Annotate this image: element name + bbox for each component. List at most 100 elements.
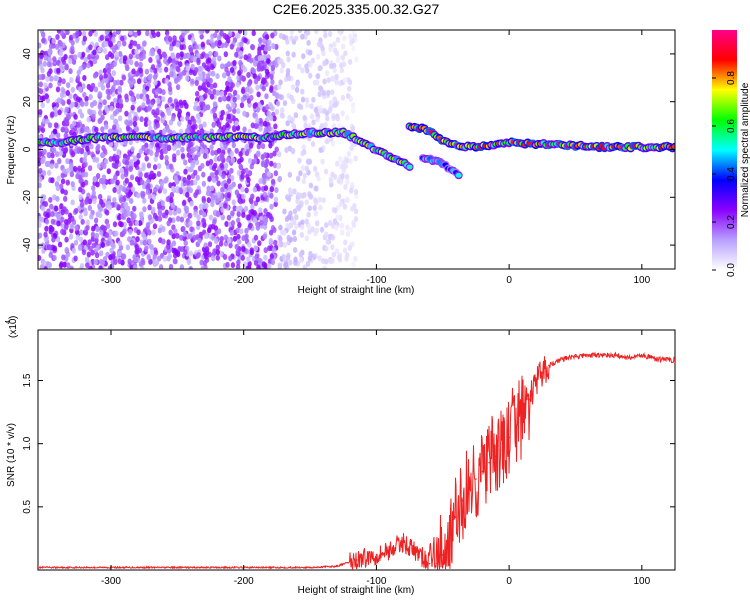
spectral-speck [128, 43, 133, 50]
spectral-speck [246, 81, 252, 88]
snr-y-tick-label: 0.5 [22, 499, 33, 513]
spectral-speck [171, 40, 177, 47]
spectral-speck [128, 220, 133, 227]
spectral-speck [46, 61, 52, 68]
spectral-speck [76, 69, 81, 76]
spectral-speck [147, 193, 153, 200]
spectral-speck [188, 220, 193, 227]
spectral-speck [38, 182, 42, 189]
snr-point [441, 554, 444, 556]
spectral-speck [149, 249, 155, 256]
spectral-speck [65, 179, 70, 186]
spectral-speck [270, 79, 275, 86]
spectral-speck [117, 41, 122, 48]
spectral-speck [135, 236, 140, 243]
spectral-speck [202, 105, 208, 112]
spectral-speck [141, 144, 146, 151]
spectral-speck [117, 214, 122, 221]
spectral-speck [293, 256, 298, 263]
spectral-speck [54, 43, 60, 50]
spectral-speck [200, 265, 206, 269]
spectral-speck [85, 219, 90, 226]
spectral-speck [250, 66, 255, 73]
spectral-speck [306, 211, 311, 218]
colorbar-tick-label: 0.2 [726, 215, 737, 229]
spectral-speck [238, 59, 243, 66]
spectral-speck [336, 254, 342, 261]
spectral-speck [43, 265, 48, 269]
spectral-speck [269, 192, 274, 199]
snr-point [627, 356, 630, 359]
spectral-speck [328, 99, 334, 106]
spectral-speck [287, 114, 292, 121]
spectral-speck [52, 254, 57, 261]
spectral-speck [92, 100, 98, 107]
spectral-speck [222, 254, 228, 261]
spectral-speck [211, 121, 216, 128]
spectral-speck [151, 206, 156, 213]
spectral-speck [138, 171, 143, 178]
spectral-speck [128, 120, 133, 127]
spectral-speck [300, 219, 305, 226]
spectral-speck [210, 255, 216, 262]
snr-point [375, 554, 378, 556]
spectral-speck [48, 196, 53, 203]
snr-point [654, 358, 656, 360]
spectral-speck [303, 33, 308, 40]
spectral-speck [43, 201, 49, 208]
spectral-speck [265, 57, 271, 64]
spectral-speck [77, 86, 83, 93]
spectral-speck [38, 254, 42, 261]
spectral-speck [268, 142, 273, 149]
spectral-speck [345, 197, 350, 204]
spectral-speck [127, 258, 132, 265]
spectral-speck [263, 208, 268, 215]
spectral-speck [57, 109, 62, 116]
spectral-speck [263, 247, 268, 254]
spectral-speck [49, 75, 54, 82]
spectral-speck [229, 150, 234, 157]
spectral-speck [309, 113, 315, 120]
spectral-speck [273, 123, 278, 130]
spectral-speck [341, 159, 346, 166]
spectral-speck [167, 57, 172, 64]
spectral-speck [349, 145, 354, 152]
spectral-speck [249, 249, 255, 256]
spectral-speck [307, 205, 312, 212]
spectral-speck [330, 75, 335, 82]
spectral-speck [340, 43, 346, 50]
spectral-speck [92, 58, 98, 65]
spectral-speck [325, 115, 330, 122]
spectral-speck [338, 200, 344, 207]
spectral-speck [78, 213, 83, 220]
spectral-speck [202, 121, 207, 128]
snr-point [614, 354, 617, 357]
spectral-speck [143, 116, 149, 123]
spectral-speck [118, 102, 124, 109]
spectral-speck [41, 37, 46, 44]
spectral-speck [69, 171, 75, 178]
spectral-speck [98, 212, 103, 219]
spectral-speck [92, 198, 97, 205]
spectral-speck [240, 186, 245, 193]
snr-point [514, 420, 517, 422]
spectral-speck [226, 214, 232, 221]
spectral-speck [106, 240, 111, 247]
spectral-speck [171, 217, 176, 224]
spectral-speck [109, 63, 115, 70]
spectral-speck [112, 221, 118, 228]
spectral-speck [193, 154, 199, 161]
spectral-speck [200, 41, 206, 48]
spectral-speck [124, 63, 130, 70]
snr-x-tick-label: 100 [633, 576, 650, 587]
spectral-speck [116, 204, 121, 211]
spectral-speck [244, 167, 249, 174]
spectral-speck [195, 90, 200, 97]
spectral-speck [197, 44, 202, 51]
spectral-speck [309, 103, 314, 110]
spectral-speck [223, 182, 229, 189]
spectral-speck [276, 151, 282, 158]
spectral-speck [196, 105, 201, 112]
spectral-speck [152, 253, 157, 260]
spectral-speck [100, 201, 106, 208]
